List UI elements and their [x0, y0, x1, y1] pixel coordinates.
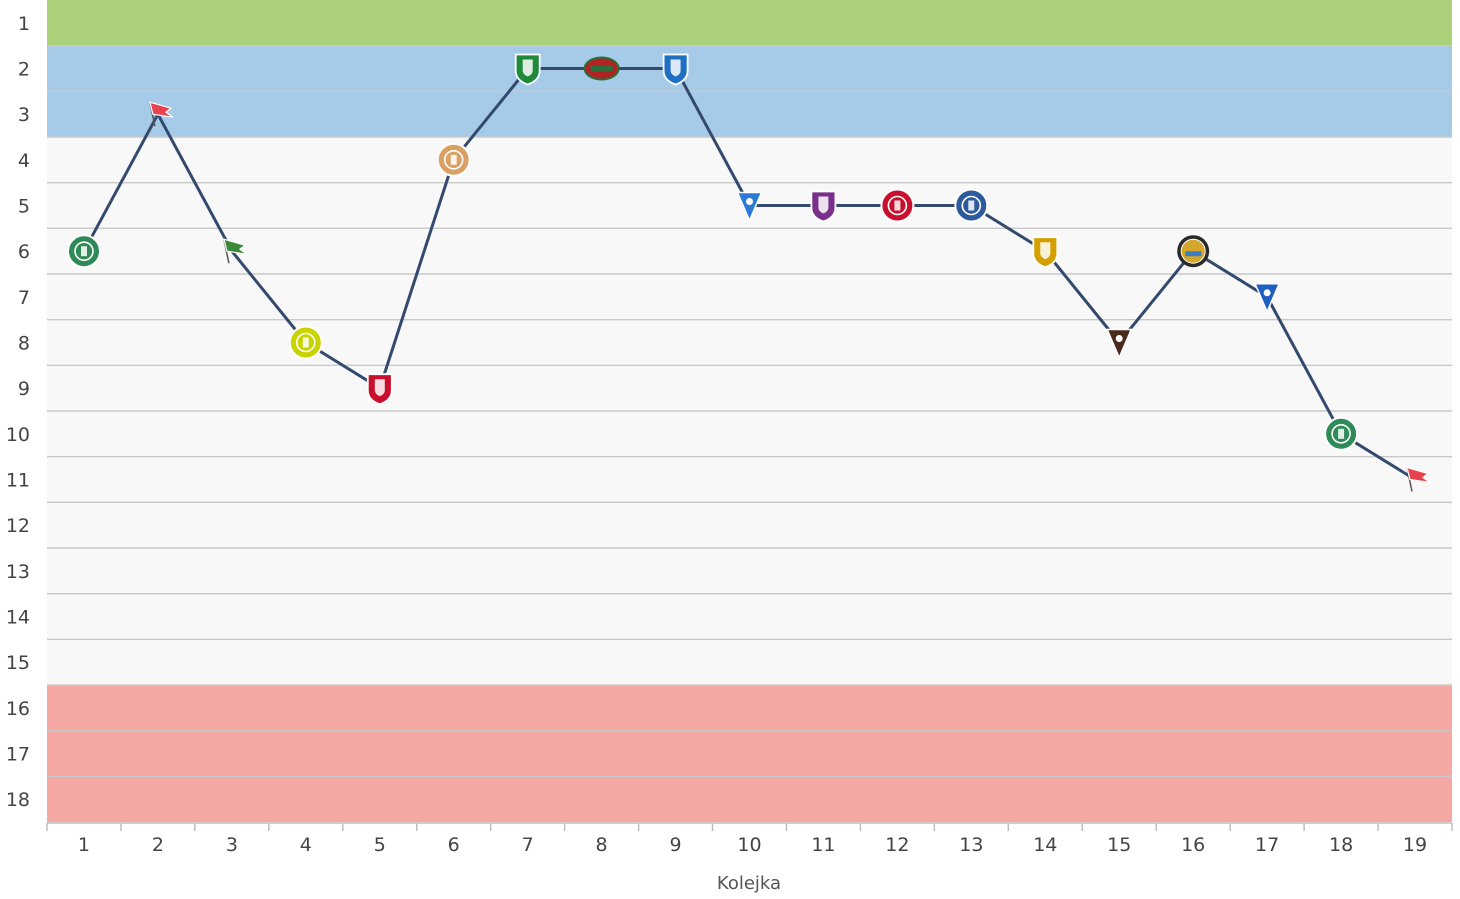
- y-tick-label: 13: [6, 561, 30, 583]
- x-tick-label: 7: [522, 834, 534, 856]
- green-round-crest-icon: [67, 234, 101, 269]
- y-tick-label: 3: [18, 104, 30, 126]
- band-4: [47, 685, 1452, 822]
- y-tick-label: 9: [18, 378, 30, 400]
- y-tick-label: 2: [18, 59, 30, 81]
- x-tick-label: 4: [300, 834, 312, 856]
- red-white-round-crest-icon: [880, 188, 915, 223]
- yellow-red-shield-icon: [1032, 236, 1059, 269]
- x-tick-label: 5: [374, 834, 386, 856]
- y-tick-label: 18: [6, 789, 30, 811]
- y-tick-label: 11: [6, 470, 30, 492]
- band-1: [47, 0, 1452, 46]
- x-tick-label: 8: [596, 834, 608, 856]
- x-tick-label: 6: [448, 834, 460, 856]
- striped-round-crest-icon: [436, 142, 471, 177]
- x-tick-label: 16: [1181, 834, 1205, 856]
- red-white-flag-icon: [1406, 466, 1431, 492]
- x-tick-label: 13: [959, 834, 983, 856]
- red-gold-shield-icon: [366, 373, 393, 406]
- green-flag-icon: [223, 238, 248, 264]
- y-tick-label: 8: [18, 333, 30, 355]
- x-tick-label: 1: [78, 834, 90, 856]
- x-tick-label: 15: [1107, 834, 1131, 856]
- yellow-green-crest-icon: [288, 325, 323, 360]
- grid-lines: [47, 44, 1452, 778]
- y-tick-label: 1: [18, 13, 30, 35]
- y-tick-label: 7: [18, 287, 30, 309]
- x-axis-title: Kolejka: [717, 873, 781, 894]
- team-markers: [67, 53, 1431, 492]
- y-tick-label: 10: [6, 424, 30, 446]
- y-tick-label: 6: [18, 241, 30, 263]
- blue-white-shield-icon: [662, 53, 689, 86]
- x-tick-label: 11: [811, 834, 835, 856]
- y-tick-label: 15: [6, 652, 30, 674]
- dark-pennant-icon: [1106, 328, 1133, 360]
- gold-sun-crest-icon: [1177, 235, 1210, 268]
- blue-red-triangle-crest-icon: [1253, 283, 1281, 314]
- y-tick-label: 12: [6, 515, 30, 537]
- blue-white-pennant-icon: [736, 191, 763, 223]
- purple-red-shield-icon: [810, 190, 837, 223]
- x-tick-label: 12: [885, 834, 909, 856]
- y-tick-label: 14: [6, 607, 30, 629]
- y-tick-label: 4: [18, 150, 30, 172]
- x-tick-label: 17: [1255, 834, 1279, 856]
- x-axis-tick-labels: 1 2 3 4 5 6 7 8 9 10 11 12 13 14 15 16 17 18 19: [78, 834, 1427, 856]
- y-tick-label: 17: [6, 744, 30, 766]
- x-tick-label: 14: [1033, 834, 1057, 856]
- y-tick-label: 16: [6, 698, 30, 720]
- x-axis: [46, 822, 1453, 831]
- red-green-oval-crest-icon: [583, 56, 620, 81]
- x-tick-label: 19: [1403, 834, 1427, 856]
- x-tick-label: 2: [152, 834, 164, 856]
- x-tick-label: 9: [670, 834, 682, 856]
- red-white-flag-icon: [149, 101, 174, 127]
- y-tick-label: 5: [18, 196, 30, 218]
- green-round-crest-icon: [1324, 416, 1359, 451]
- x-tick-label: 18: [1329, 834, 1353, 856]
- x-tick-label: 10: [737, 834, 761, 856]
- green-white-shield-icon: [514, 53, 541, 86]
- x-tick-label: 3: [226, 834, 238, 856]
- blue-orange-crest-icon: [954, 188, 989, 223]
